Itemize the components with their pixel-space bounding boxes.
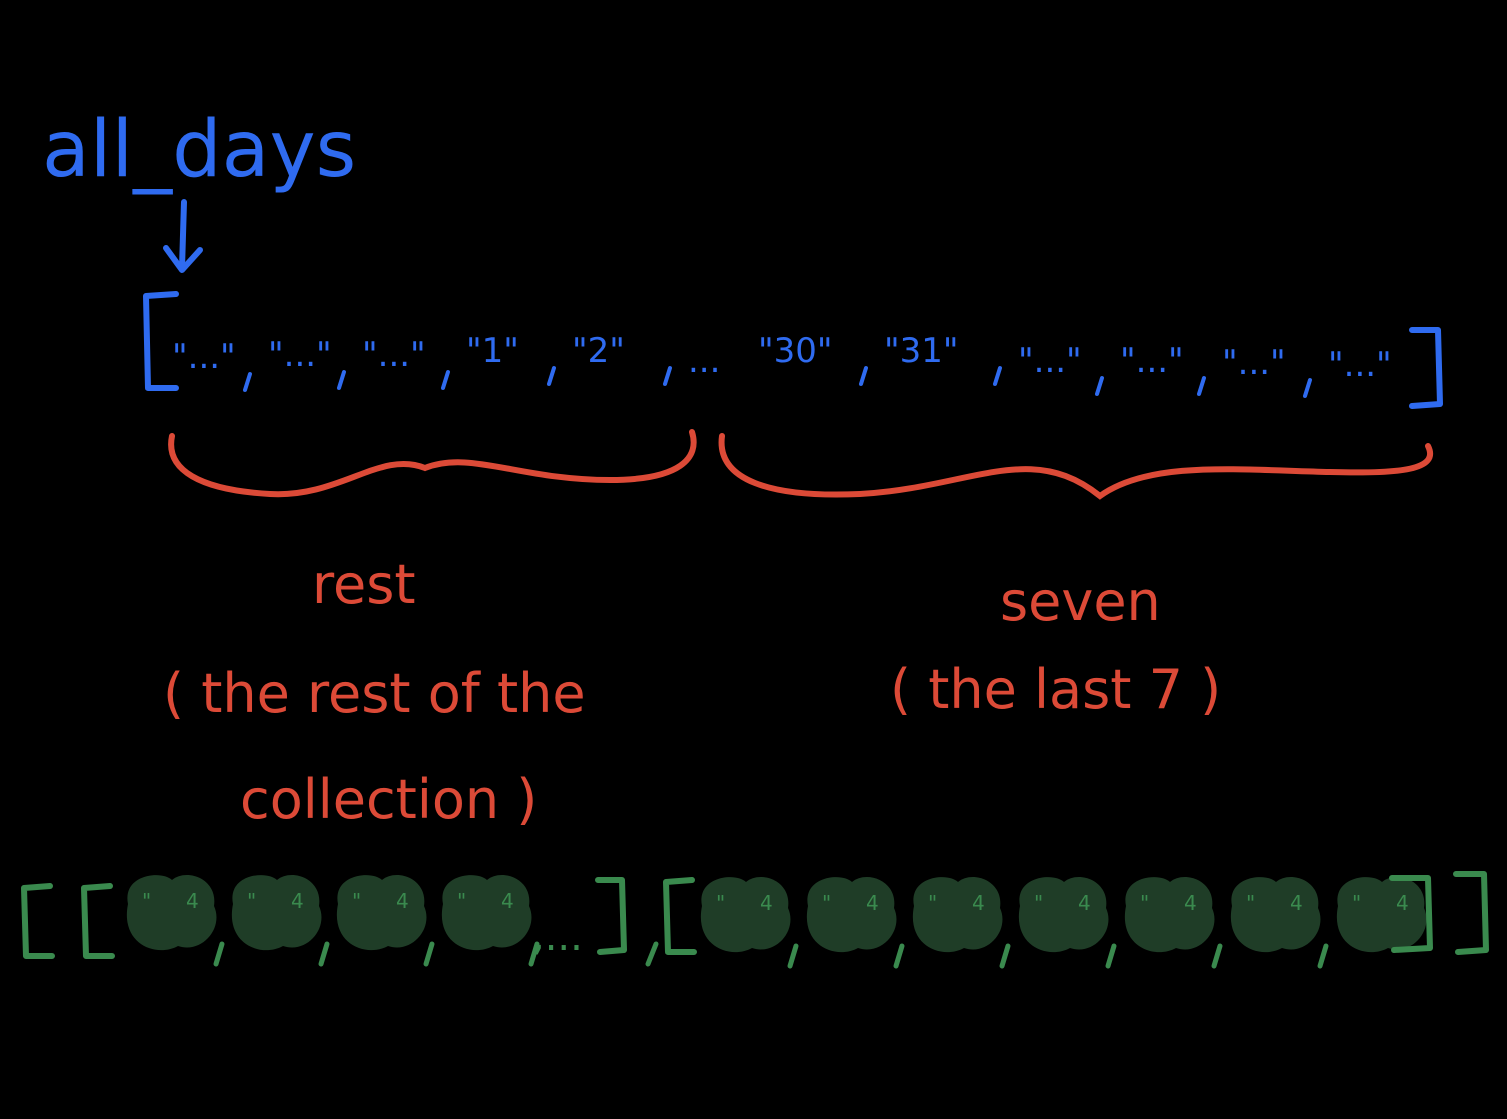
blob-mark: 4 [972,891,985,915]
blob-comma [1108,946,1114,966]
element-blob [913,877,1003,952]
blob-quote-mark: " [1352,891,1361,915]
blob-mark: 4 [1290,891,1303,915]
element-blob [1337,877,1427,952]
blob-quote-mark: " [1246,891,1255,915]
array-item: "1" [466,331,519,371]
left-group-trailing: ,... [532,914,583,960]
variable-name-label: all_days [42,105,356,195]
element-blob [701,877,791,952]
element-blob [1231,877,1321,952]
array-item: "31" [884,331,959,371]
blob-mark: 4 [1078,891,1091,915]
left-group-bracket-open [84,886,112,956]
blob-quote-mark: " [352,889,361,913]
element-blob [232,875,322,950]
left-group-bracket-close [598,880,624,952]
blob-comma [321,944,327,964]
array-comma [1097,378,1102,394]
rest-description-line1: ( the rest of the [163,662,586,725]
right-group-blobs: " 4 " 4 " 4 " 4 " 4 " 4 " 4 [701,877,1427,966]
right-curly-brace [722,436,1431,496]
blob-quote-mark: " [457,889,466,913]
blob-mark: 4 [1184,891,1197,915]
array-items: "..." "..." "..." "1" "2"... "30" "31" "..." "..… [172,331,1392,396]
element-blob [442,875,532,950]
element-blob [807,877,897,952]
blob-quote-mark: " [822,891,831,915]
blob-mark: 4 [396,889,409,913]
outer-bracket-right [1456,874,1486,952]
array-comma [861,368,866,384]
blob-comma [896,946,902,966]
array-item: "..." [1018,341,1082,381]
arrow-down-icon [166,202,200,270]
array-item: "..." [1222,343,1286,383]
blob-comma [1320,946,1326,966]
left-group-blobs: " 4 " 4 " 4 " 4 [127,875,537,964]
blob-mark: 4 [760,891,773,915]
blob-quote-mark: " [716,891,725,915]
element-blob [1019,877,1109,952]
blob-mark: 4 [186,889,199,913]
array-item: "2" [572,331,625,371]
array-comma [339,372,344,388]
array-comma [1199,378,1204,394]
blob-comma [1002,946,1008,966]
element-blob [337,875,427,950]
element-blob [1125,877,1215,952]
array-bracket-right [1412,330,1440,406]
array-comma [1305,380,1310,396]
array-item: "..." [362,335,426,375]
blob-comma [1214,946,1220,966]
rest-label: rest [312,553,416,616]
array-item: ... [688,341,720,381]
blob-comma [790,946,796,966]
blob-mark: 4 [1396,891,1409,915]
array-comma [549,368,554,384]
group-separator-comma [648,944,656,964]
array-item: "..." [268,335,332,375]
blob-quote-mark: " [142,889,151,913]
seven-description: ( the last 7 ) [890,658,1221,721]
array-comma [443,372,448,388]
seven-label: seven [1000,570,1161,633]
blob-quote-mark: " [247,889,256,913]
blob-quote-mark: " [1034,891,1043,915]
blob-comma [426,944,432,964]
array-item: "..." [1120,341,1184,381]
array-comma [245,374,250,390]
right-group-bracket-open [666,880,694,952]
outer-bracket-left [24,886,52,956]
array-item: "30" [758,331,833,371]
array-item: "..." [1328,345,1392,385]
array-comma [665,368,670,384]
array-item: "..." [172,337,236,377]
blob-comma [216,944,222,964]
blob-mark: 4 [501,889,514,913]
array-comma [995,368,1000,384]
element-blob [127,875,217,950]
blob-mark: 4 [866,891,879,915]
left-curly-brace [171,432,694,494]
blob-quote-mark: " [928,891,937,915]
blob-mark: 4 [291,889,304,913]
rest-description-line2: collection ) [240,768,537,831]
blob-quote-mark: " [1140,891,1149,915]
